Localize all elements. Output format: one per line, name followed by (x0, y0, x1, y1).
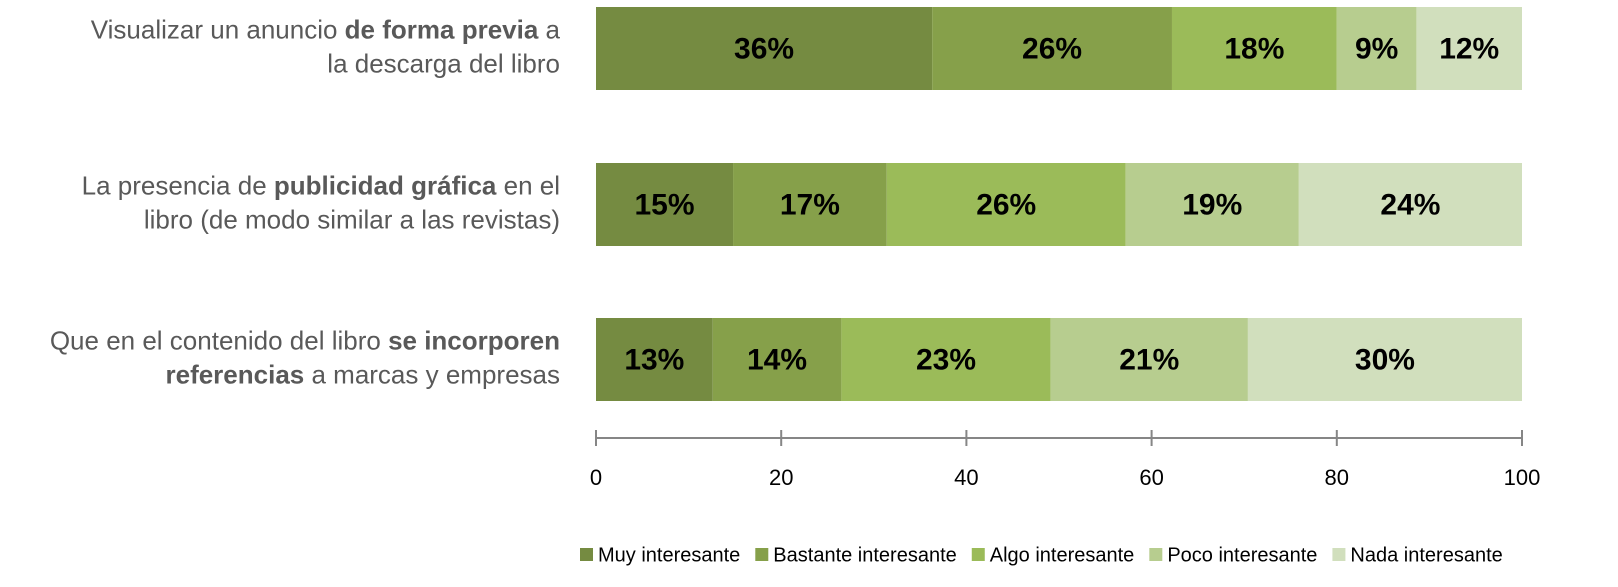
data-label: 26% (1022, 32, 1082, 65)
x-tick-label: 80 (1325, 465, 1349, 490)
bar-segment (596, 318, 713, 401)
x-tick-label: 20 (769, 465, 793, 490)
legend-label: Nada interesante (1350, 544, 1502, 566)
label-run: a marcas y empresas (304, 359, 560, 389)
data-label: 19% (1182, 188, 1242, 221)
bar-segment (596, 7, 933, 90)
category-label: La presencia de publicidad gráfica en el (82, 170, 560, 200)
bar-segment (1247, 318, 1522, 401)
data-label: 24% (1380, 188, 1440, 221)
data-label: 17% (780, 188, 840, 221)
category-label: Que en el contenido del libro se incorpo… (50, 325, 560, 355)
legend-swatch (971, 548, 985, 561)
label-run: libro (de modo similar a las revistas) (144, 204, 560, 234)
legend-swatch (1332, 548, 1346, 561)
legend-label: Bastante interesante (773, 544, 956, 566)
data-label: 36% (734, 32, 794, 65)
legend-label: Poco interesante (1167, 544, 1317, 566)
legend-label: Muy interesante (598, 544, 740, 566)
bar-segment (1125, 163, 1299, 246)
bar-segment (841, 318, 1051, 401)
legend-swatch (1149, 548, 1163, 561)
data-label: 30% (1355, 343, 1415, 376)
label-run: Que en el contenido del libro (50, 325, 388, 355)
x-tick-label: 40 (954, 465, 978, 490)
data-label: 23% (916, 343, 976, 376)
data-label: 13% (624, 343, 684, 376)
data-label: 26% (976, 188, 1036, 221)
data-label: 14% (747, 343, 807, 376)
bar-segment (1298, 163, 1522, 246)
bar-segment (1336, 7, 1417, 90)
bar-segment (1416, 7, 1522, 90)
category-label: la descarga del libro (327, 48, 560, 78)
legend: Muy interesante Bastante interesante Algo … (580, 544, 1503, 566)
legend-swatch (580, 548, 593, 561)
legend-label: Algo interesante (990, 544, 1135, 566)
data-label: 18% (1224, 32, 1284, 65)
label-run: en el (496, 170, 560, 200)
data-label: 9% (1355, 32, 1398, 65)
bar-segment (886, 163, 1126, 246)
label-run: publicidad gráfica (274, 170, 497, 200)
label-run: referencias (165, 359, 304, 389)
label-run: de forma previa (345, 14, 539, 44)
category-label: libro (de modo similar a las revistas) (144, 204, 560, 234)
data-label: 12% (1439, 32, 1499, 65)
data-label: 21% (1119, 343, 1179, 376)
bar-segment (932, 7, 1172, 90)
bar-segment (733, 163, 887, 246)
category-label: referencias a marcas y empresas (165, 359, 560, 389)
x-tick-label: 100 (1504, 465, 1541, 490)
bar-segment (1171, 7, 1337, 90)
bar-segment (1050, 318, 1248, 401)
bar-segment (596, 163, 734, 246)
x-tick-label: 60 (1139, 465, 1163, 490)
category-label: Visualizar un anuncio de forma previa a (91, 14, 561, 44)
label-run: La presencia de (82, 170, 274, 200)
label-run: se incorporen (388, 325, 560, 355)
data-label: 15% (635, 188, 695, 221)
label-run: Visualizar un anuncio (91, 14, 345, 44)
bar-segment (712, 318, 842, 401)
legend-swatch (755, 548, 769, 561)
label-run: a (538, 14, 560, 44)
label-run: la descarga del libro (327, 48, 560, 78)
x-tick-label: 0 (590, 465, 602, 490)
